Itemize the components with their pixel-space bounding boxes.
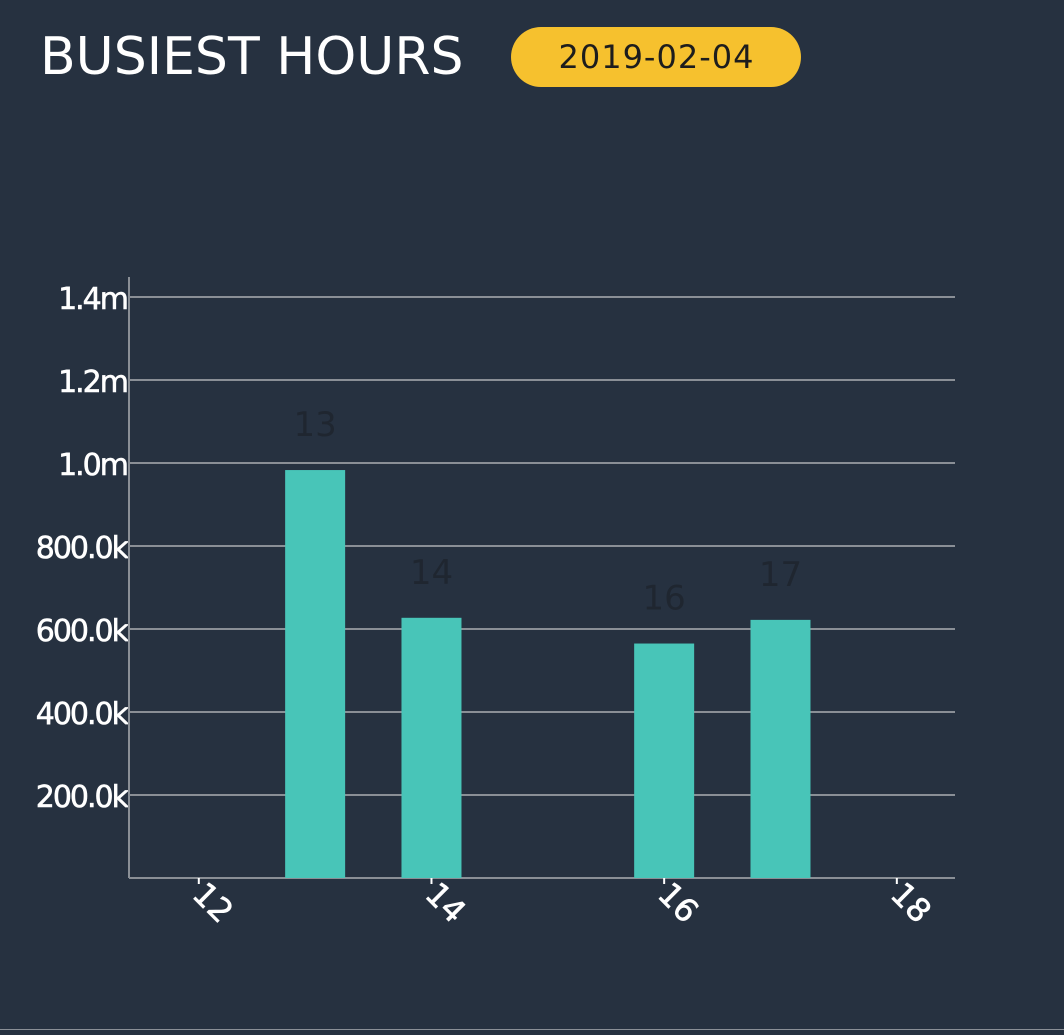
y-tick-label: 800.0k [36,531,130,566]
y-tick-label: 1.4m [58,282,127,317]
bar [401,617,462,878]
y-tick-label: 600.0k [36,614,130,649]
page-title: BUSIEST HOURS [40,27,464,87]
y-tick-label: 400.0k [36,697,130,732]
y-tick-label: 200.0k [36,780,130,815]
bar [634,643,695,878]
date-badge[interactable]: 2019-02-04 [511,27,802,87]
x-tick-label: 18 [883,875,939,931]
bar [750,619,811,878]
bar-label: 14 [410,553,453,593]
bar [285,470,346,878]
x-tick-label: 14 [418,875,474,931]
header: BUSIEST HOURS 2019-02-04 [40,26,802,88]
bar-label: 13 [294,405,337,445]
bar-label: 17 [759,555,802,595]
y-tick-label: 1.0m [58,448,127,483]
bottom-divider [0,1029,1064,1030]
y-tick-label: 1.2m [58,365,127,400]
bar-label: 16 [643,579,686,619]
x-tick-label: 12 [185,875,241,931]
x-tick-label: 16 [650,875,706,931]
